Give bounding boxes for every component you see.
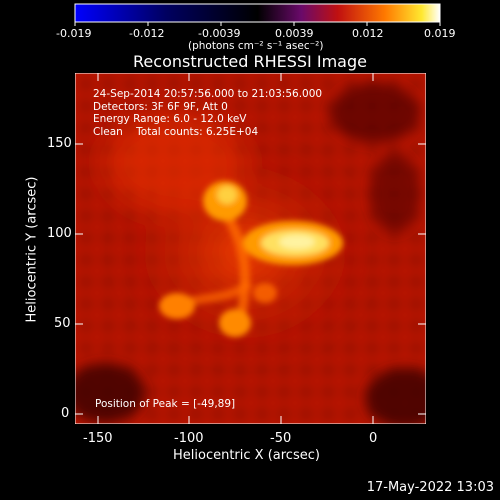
- colorbar-tick-label: 0.019: [424, 27, 456, 40]
- colorbar-tick-labels: -0.019 -0.012 -0.0039 0.0039 0.012 0.019: [0, 27, 500, 41]
- y-tick-marks: [75, 143, 426, 415]
- y-tick-label: 150: [47, 136, 72, 151]
- info-total-counts: Clean Total counts: 6.25E+04: [93, 125, 259, 138]
- x-tick-marks: [97, 73, 374, 424]
- colorbar-tick-label: 0.0039: [275, 27, 314, 40]
- y-tick-label: 50: [54, 316, 71, 331]
- x-tick-label: 0: [369, 431, 378, 446]
- source-south: [219, 309, 251, 337]
- colorbar-tick-label: 0.012: [352, 27, 384, 40]
- x-tick-label: -50: [270, 431, 292, 446]
- y-tick-label: 100: [47, 226, 72, 241]
- y-tick-labels: 0 50 100 150: [0, 0, 75, 500]
- colorbar-gradient: [74, 3, 441, 23]
- colorbar-tick-marks: [74, 22, 441, 26]
- colorbar-unit-label: (photons cm⁻² s⁻¹ asec⁻²): [188, 40, 324, 52]
- info-detectors: Detectors: 3F 6F 9F, Att 0: [93, 100, 228, 113]
- colorbar-tick-label: -0.019: [56, 27, 92, 40]
- colorbar-tick-label: -0.012: [129, 27, 165, 40]
- emission-sources: [159, 181, 343, 337]
- x-axis-label: Heliocentric X (arcsec): [173, 448, 320, 463]
- source-southwest: [159, 293, 195, 319]
- info-time-range: 24-Sep-2014 20:57:56.000 to 21:03:56.000: [93, 88, 323, 100]
- info-energy-range: Energy Range: 6.0 - 12.0 keV: [93, 113, 247, 125]
- x-tick-label: -100: [174, 431, 204, 446]
- plot-title: Reconstructed RHESSI Image: [133, 52, 367, 71]
- y-axis-label: Heliocentric Y (arcsec): [24, 176, 40, 323]
- colorbar-tick-label: -0.0039: [198, 27, 241, 40]
- rhessi-image: [75, 73, 426, 424]
- y-tick-label: 0: [61, 406, 70, 421]
- colorbar: [74, 3, 441, 26]
- x-tick-label: -150: [83, 431, 113, 446]
- peak-position-label: Position of Peak = [-49,89]: [95, 398, 236, 410]
- observation-info: 24-Sep-2014 20:57:56.000 to 21:03:56.000…: [93, 88, 322, 138]
- timestamp: 17-May-2022 13:03: [366, 480, 494, 495]
